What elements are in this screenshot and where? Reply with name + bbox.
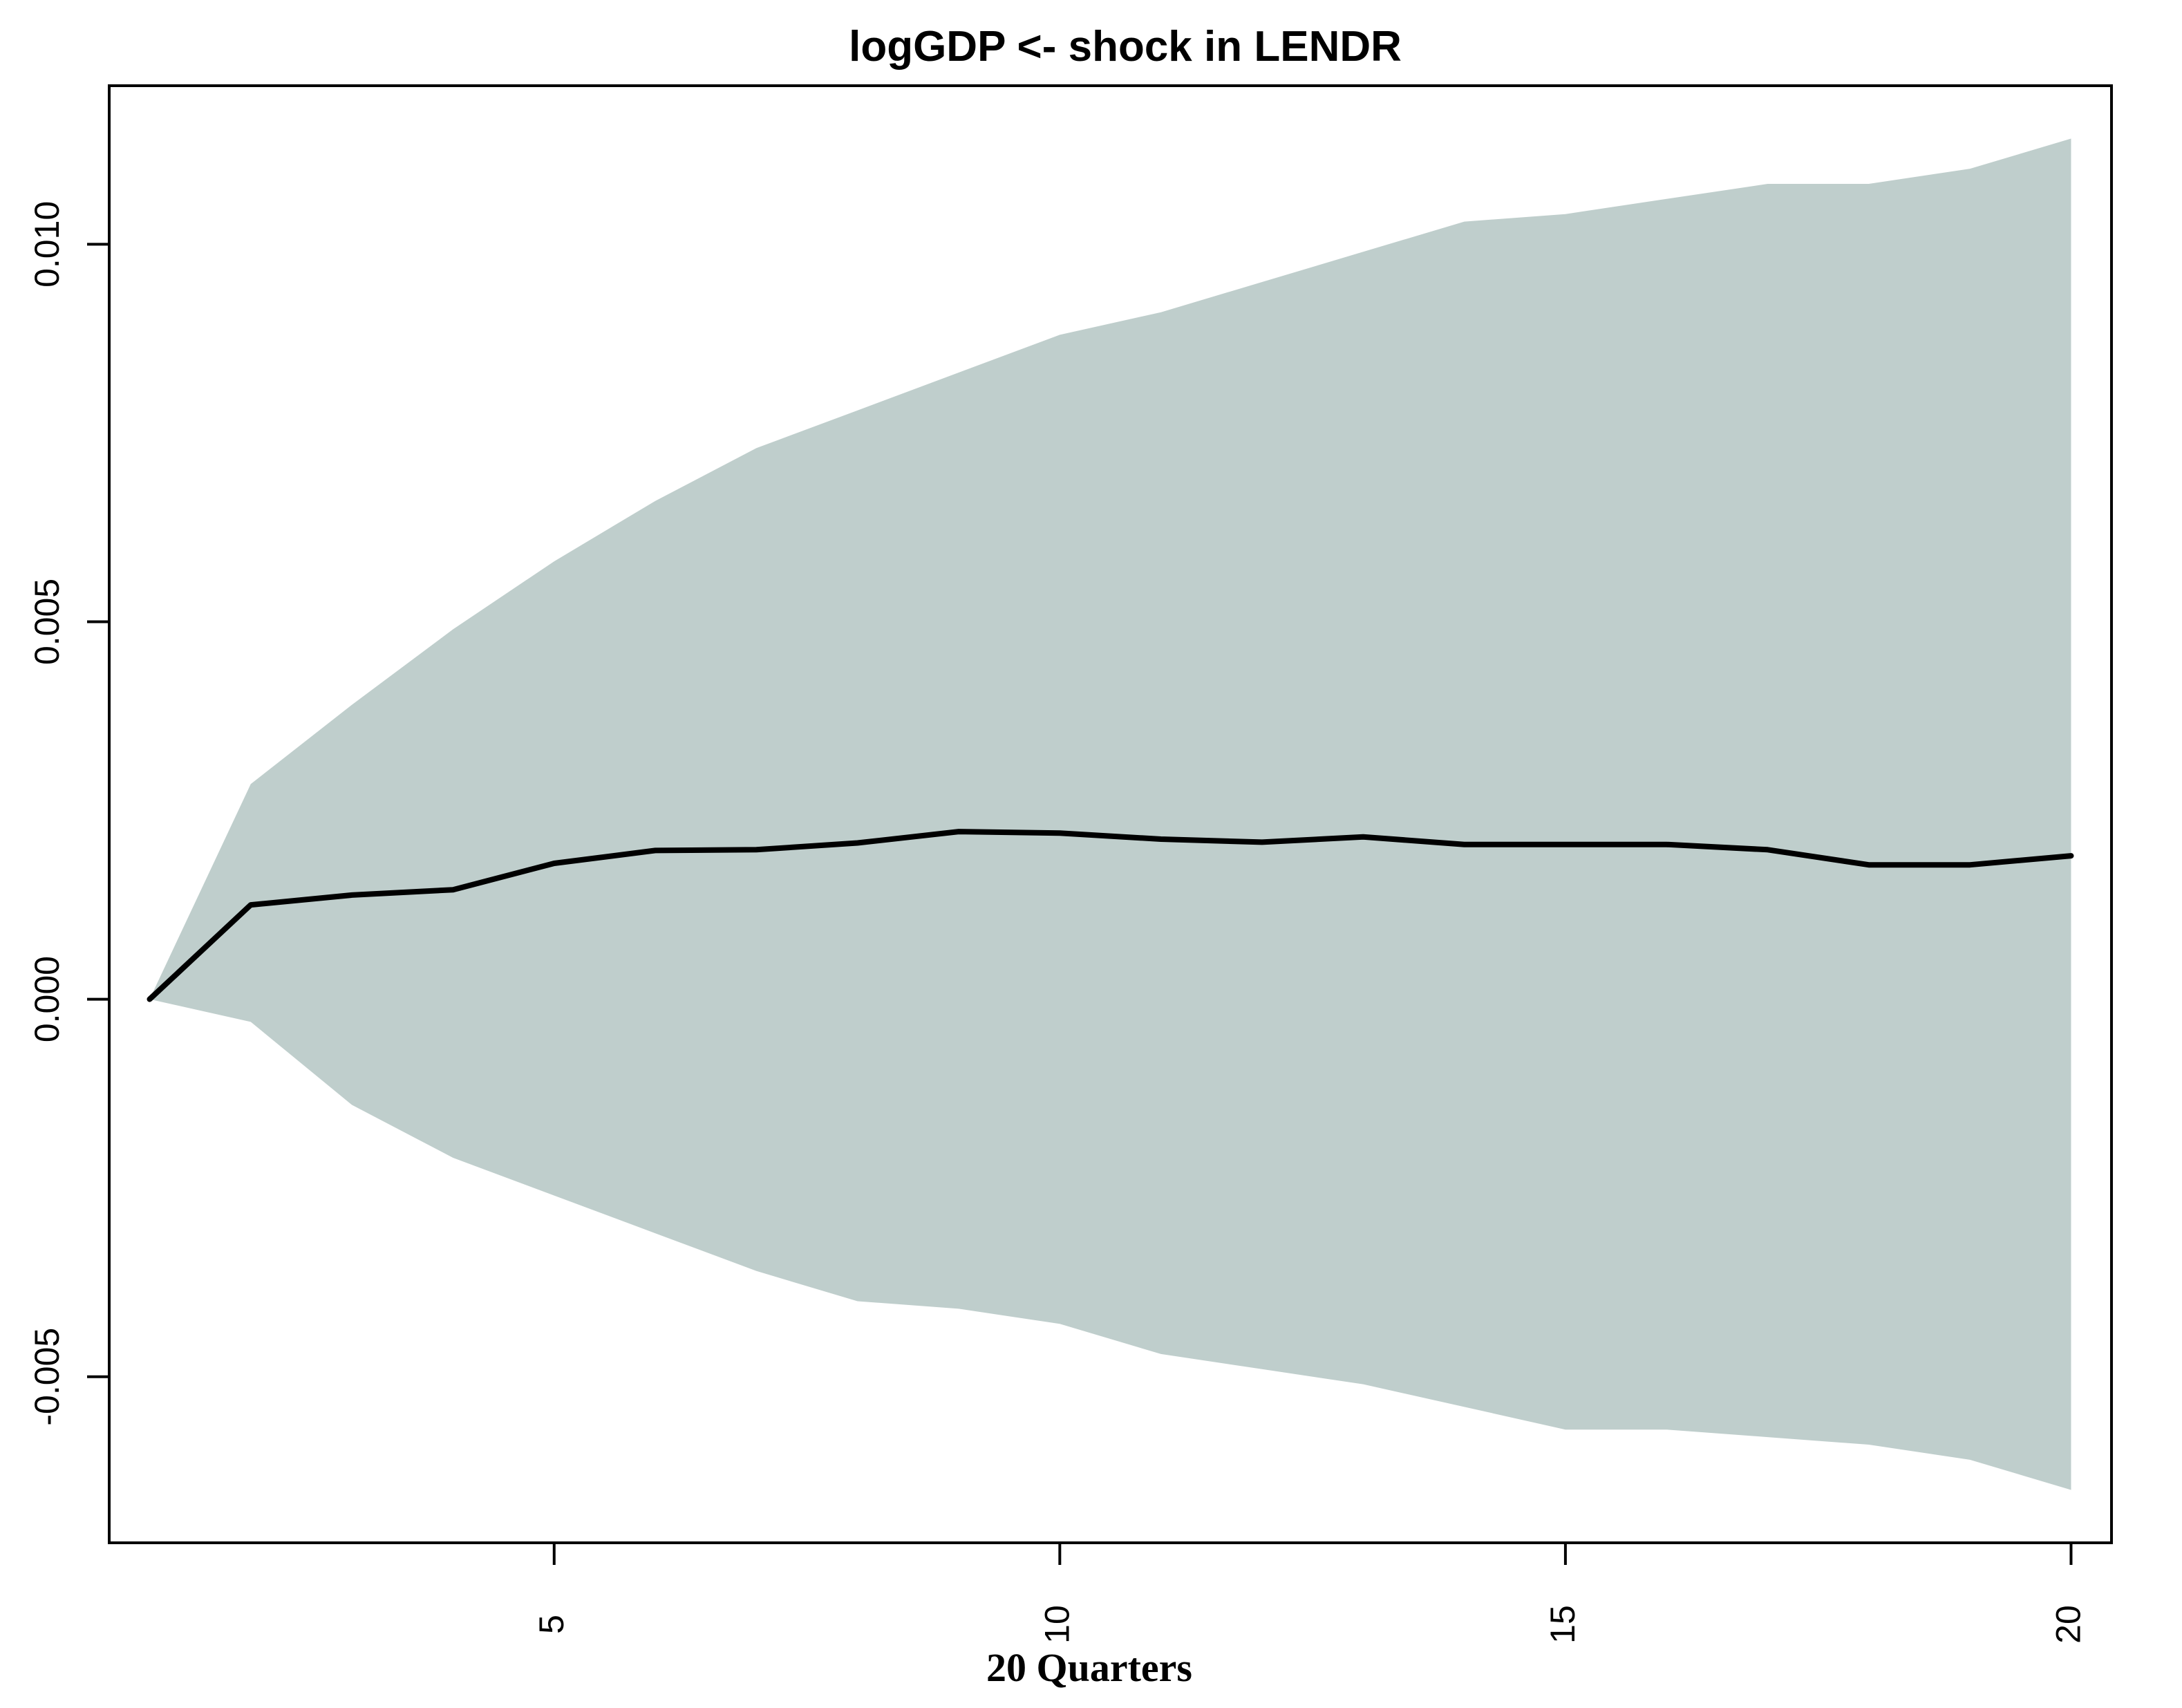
x-tick-label: 20 [2049,1605,2088,1644]
plot-frame [108,84,2113,1544]
y-axis: -0.005 0.000 0.005 0.010 [28,201,109,1426]
x-tick-label: 15 [1543,1605,1582,1644]
x-axis: 5 10 15 20 [532,1543,2088,1644]
y-tick-label: 0.000 [28,956,66,1042]
y-tick-label: 0.010 [28,201,66,288]
plot-area [147,138,2074,1490]
x-tick-label: 10 [1038,1605,1077,1644]
y-tick-label: 0.005 [28,579,66,665]
confidence-band [149,138,2071,1490]
x-axis-label: 20 Quarters [986,1645,1192,1690]
chart-title: logGDP <- shock in LENDR [849,23,1402,71]
irf-line [147,829,2074,1002]
y-tick-label: -0.005 [28,1328,66,1426]
x-tick-label: 5 [532,1615,571,1634]
